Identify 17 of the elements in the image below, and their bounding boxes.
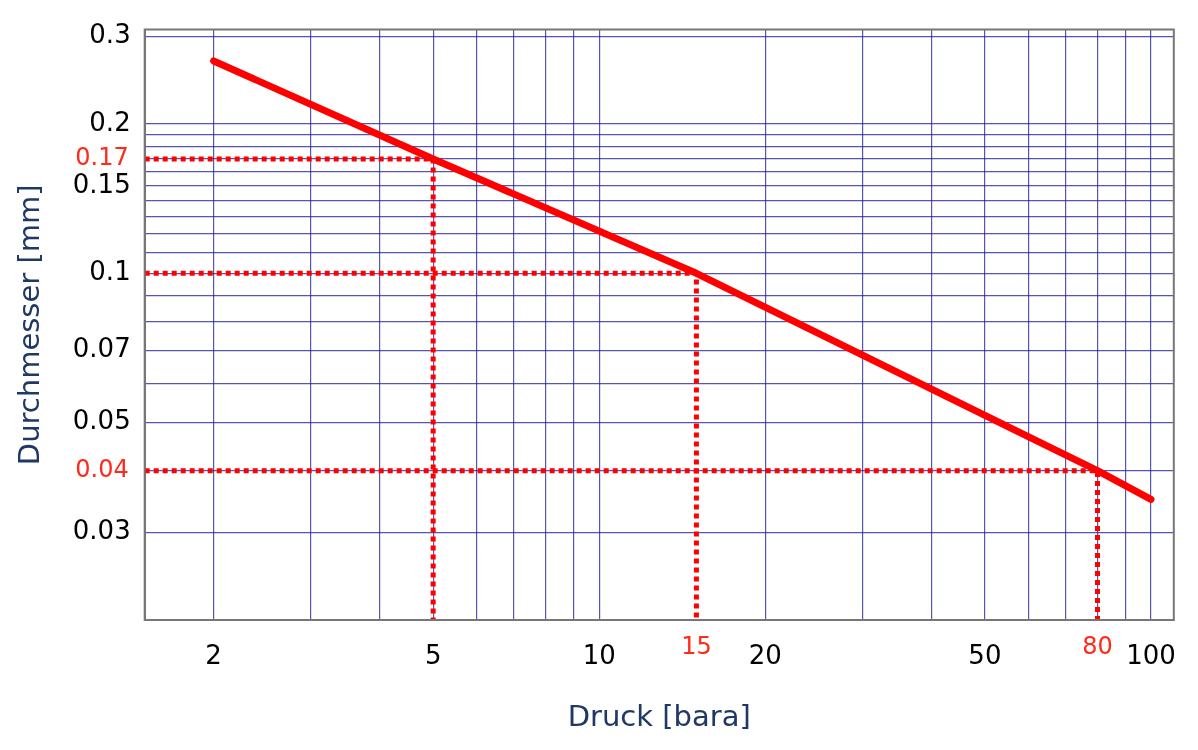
x-axis-title: Druck [bara] [567, 699, 751, 734]
annotation: 0.04 [75, 454, 129, 483]
y-tick-label: 0.1 [89, 256, 131, 287]
x-tick-label: 5 [424, 640, 442, 671]
y-axis-title: Durchmesser [mm] [11, 184, 46, 466]
x-tick-label: 10 [582, 640, 616, 671]
y-tick-label: 0.2 [89, 106, 131, 137]
x-tick-label: 2 [205, 640, 222, 671]
annotation: 80 [1082, 632, 1113, 661]
y-tick-label: 0.07 [72, 332, 131, 363]
x-tick-label: 20 [748, 640, 782, 671]
y-tick-label: 0.3 [89, 19, 131, 50]
y-tick-label: 0.05 [72, 405, 131, 436]
y-tick-label: 0.03 [72, 515, 131, 546]
annotation: 15 [681, 632, 712, 661]
x-tick-label: 50 [968, 640, 1002, 671]
x-tick-label: 100 [1126, 640, 1176, 671]
